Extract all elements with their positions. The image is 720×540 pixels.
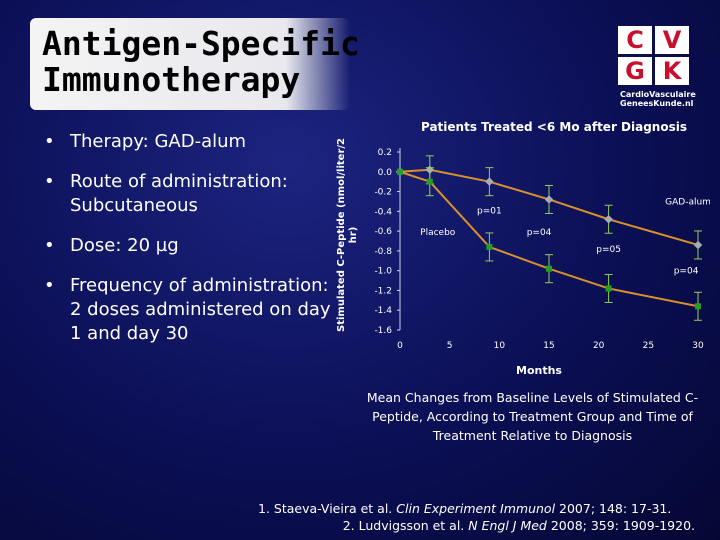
data-point-placebo xyxy=(397,168,403,175)
x-tick-label: 25 xyxy=(643,341,654,351)
logo-text-line-1: CardioVasculaire xyxy=(620,90,696,99)
data-point-placebo xyxy=(605,285,612,292)
x-tick-label: 10 xyxy=(494,341,506,351)
slide-title: Antigen-Specific Immunotherapy xyxy=(42,26,360,98)
y-tick-label: -1.6 xyxy=(374,326,392,336)
reference-2-details: 2008; 359: 1909-1920. xyxy=(546,518,695,533)
bullet-item: • Route of administration: Subcutaneous xyxy=(40,170,340,218)
c-peptide-line-chart: 0.2 0.0 -0.2 -0.4 -0.6 -0.8 -1.0 -1.2 -1.4 -1.6 0 5… xyxy=(374,148,710,377)
data-point-gad-alum xyxy=(544,195,554,204)
data-point-placebo xyxy=(695,303,701,310)
reference-1: 1. Staeva-Vieira et al. Clin Experiment … xyxy=(250,500,695,517)
chart-caption: Mean Changes from Baseline Levels of Sti… xyxy=(366,390,699,443)
bullet-dot: • xyxy=(44,275,55,296)
chart-annotation: p=04 xyxy=(527,228,552,238)
bullet-text: Frequency of administration: 2 doses adm… xyxy=(70,275,331,344)
reference-2: 2. Ludvigsson et al. N Engl J Med 2008; … xyxy=(250,517,695,534)
data-point-placebo xyxy=(546,265,552,272)
logo-letter-k: K xyxy=(655,57,689,85)
data-point-gad-alum xyxy=(604,215,613,224)
bullet-dot: • xyxy=(44,131,55,152)
bullet-text: Dose: 20 µg xyxy=(70,235,179,256)
logo-letter-c: C xyxy=(618,26,652,54)
data-point-gad-alum xyxy=(693,240,703,250)
y-tick-label: -0.6 xyxy=(374,227,392,237)
series-line-0 xyxy=(399,168,699,246)
y-tick-label: -0.2 xyxy=(374,188,392,198)
data-point-gad-alum xyxy=(485,177,494,186)
logo-letter-g: G xyxy=(618,57,652,85)
y-tick-label: -0.8 xyxy=(374,247,392,257)
x-tick-label: 30 xyxy=(692,341,704,351)
bullet-item: • Therapy: GAD-alum xyxy=(40,130,340,154)
chart-y-axis-label: Stimulated C-Peptide (nmol/liter/2 hr) xyxy=(336,138,359,332)
cvgk-logo: C V G K CardioVasculaire GeneesKunde.nl xyxy=(618,26,696,112)
x-axis-label: Months xyxy=(516,364,562,377)
x-tick-label: 15 xyxy=(543,341,554,351)
y-tick-label: 0.0 xyxy=(378,168,393,178)
bullet-dot: • xyxy=(44,171,55,192)
reference-1-authors: 1. Staeva-Vieira et al. xyxy=(258,501,397,516)
bullet-text: Route of administration: Subcutaneous xyxy=(70,171,288,216)
y-tick-label: -1.4 xyxy=(374,306,392,316)
references: 1. Staeva-Vieira et al. Clin Experiment … xyxy=(250,500,695,534)
bullet-list: • Therapy: GAD-alum • Route of administrat… xyxy=(40,130,340,362)
data-point-placebo xyxy=(486,243,493,250)
bullet-text: Therapy: GAD-alum xyxy=(70,131,247,152)
y-tick-label: 0.2 xyxy=(378,148,392,158)
chart-annotation: p=01 xyxy=(477,206,502,216)
x-tick-label: 0 xyxy=(397,341,403,351)
bullet-item: • Dose: 20 µg xyxy=(40,234,340,258)
chart-annotation: p=05 xyxy=(596,245,621,255)
chart-annotation: p=04 xyxy=(674,267,699,277)
bullet-dot: • xyxy=(44,235,55,256)
logo-letter-v: V xyxy=(655,26,689,54)
reference-2-journal: N Engl J Med xyxy=(468,518,547,533)
x-tick-label: 5 xyxy=(447,341,453,351)
chart-annotation: GAD-alum xyxy=(665,197,710,207)
y-tick-label: -1.2 xyxy=(374,286,392,296)
chart-title: Patients Treated <6 Mo after Diagnosis xyxy=(420,120,687,134)
title-banner xyxy=(30,18,350,110)
x-tick-label: 20 xyxy=(593,341,605,351)
logo-text-line-2: GeneesKunde.nl xyxy=(620,99,694,108)
reference-1-journal: Clin Experiment Immunol xyxy=(396,501,556,516)
data-point-placebo xyxy=(426,178,433,185)
bullet-item: • Frequency of administration: 2 doses ad… xyxy=(40,274,340,346)
series-line-1 xyxy=(399,170,699,308)
title-line-2: Immunotherapy xyxy=(42,60,301,99)
reference-1-details: 2007; 148: 17-31. xyxy=(555,501,672,516)
y-tick-label: -0.4 xyxy=(374,207,392,217)
logo-text: CardioVasculaire GeneesKunde.nl xyxy=(620,90,696,108)
reference-2-authors: 2. Ludvigsson et al. xyxy=(342,518,469,533)
y-tick-label: -1.0 xyxy=(374,267,392,277)
title-line-1: Antigen-Specific xyxy=(42,24,360,63)
chart-annotation: Placebo xyxy=(420,228,456,238)
